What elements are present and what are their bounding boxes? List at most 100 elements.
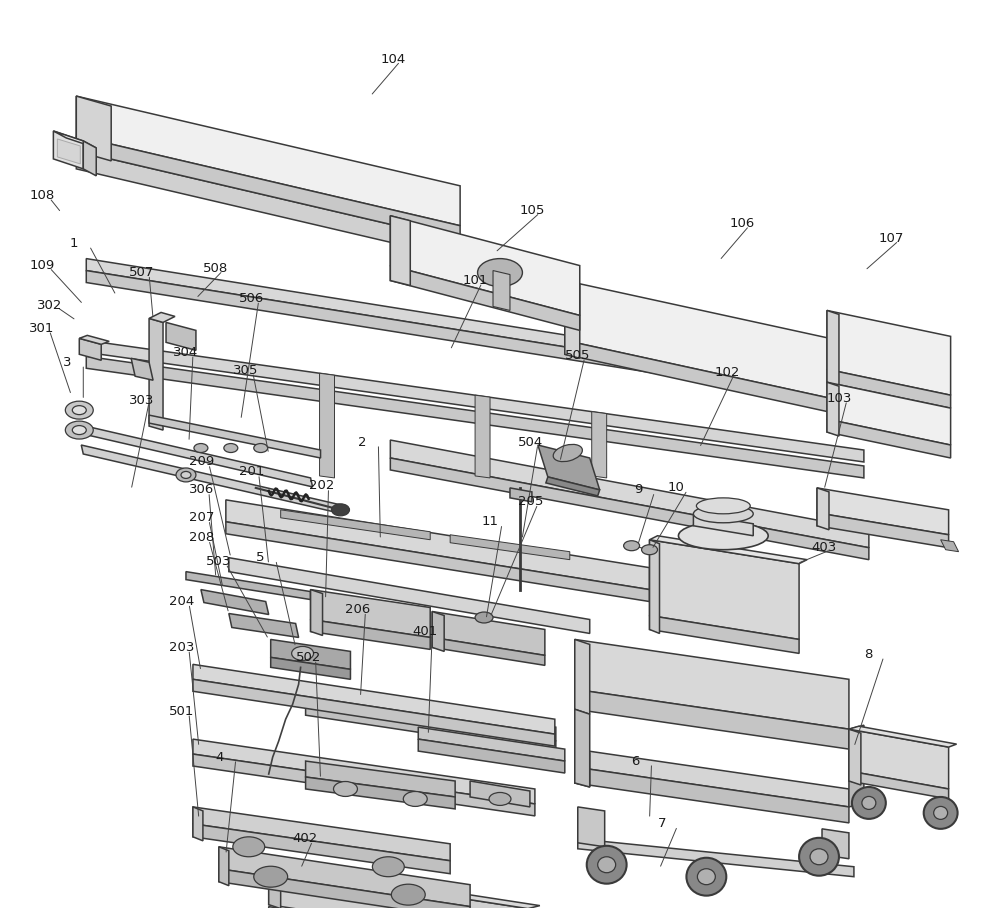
Polygon shape bbox=[817, 488, 829, 530]
Ellipse shape bbox=[934, 806, 948, 819]
Ellipse shape bbox=[254, 444, 268, 453]
Ellipse shape bbox=[924, 797, 958, 829]
Polygon shape bbox=[565, 340, 839, 415]
Polygon shape bbox=[650, 540, 660, 634]
Polygon shape bbox=[131, 358, 153, 380]
Polygon shape bbox=[86, 356, 864, 478]
Text: 2: 2 bbox=[358, 435, 367, 448]
Polygon shape bbox=[149, 415, 321, 458]
Ellipse shape bbox=[489, 793, 511, 805]
Ellipse shape bbox=[391, 884, 425, 905]
Text: 205: 205 bbox=[518, 495, 543, 508]
Text: 11: 11 bbox=[482, 515, 499, 528]
Polygon shape bbox=[575, 639, 590, 714]
Polygon shape bbox=[418, 739, 565, 773]
Text: 6: 6 bbox=[632, 754, 640, 767]
Polygon shape bbox=[470, 781, 530, 807]
Polygon shape bbox=[592, 412, 607, 478]
Polygon shape bbox=[83, 141, 96, 175]
Text: 508: 508 bbox=[203, 262, 228, 275]
Polygon shape bbox=[193, 679, 555, 746]
Ellipse shape bbox=[686, 858, 726, 895]
Polygon shape bbox=[827, 419, 951, 458]
Text: 101: 101 bbox=[462, 274, 487, 287]
Polygon shape bbox=[817, 513, 949, 548]
Ellipse shape bbox=[475, 612, 493, 623]
Ellipse shape bbox=[176, 468, 196, 482]
Polygon shape bbox=[493, 271, 510, 311]
Polygon shape bbox=[390, 215, 580, 315]
Polygon shape bbox=[271, 639, 350, 669]
Text: 507: 507 bbox=[129, 266, 155, 279]
Ellipse shape bbox=[697, 869, 715, 884]
Polygon shape bbox=[418, 727, 565, 761]
Text: 8: 8 bbox=[864, 648, 872, 661]
Polygon shape bbox=[510, 488, 532, 502]
Text: 402: 402 bbox=[293, 833, 318, 845]
Polygon shape bbox=[575, 639, 849, 729]
Polygon shape bbox=[450, 534, 570, 560]
Text: 305: 305 bbox=[233, 364, 258, 376]
Polygon shape bbox=[79, 338, 101, 360]
Text: 3: 3 bbox=[63, 355, 72, 369]
Ellipse shape bbox=[372, 857, 404, 876]
Polygon shape bbox=[86, 258, 849, 392]
Text: 9: 9 bbox=[635, 484, 643, 496]
Polygon shape bbox=[193, 807, 203, 841]
Text: 506: 506 bbox=[239, 292, 264, 305]
Ellipse shape bbox=[292, 646, 314, 660]
Ellipse shape bbox=[587, 845, 627, 884]
Text: 301: 301 bbox=[29, 322, 55, 335]
Polygon shape bbox=[306, 689, 556, 741]
Polygon shape bbox=[79, 335, 109, 345]
Ellipse shape bbox=[181, 472, 191, 478]
Ellipse shape bbox=[696, 498, 750, 514]
Text: 504: 504 bbox=[518, 435, 543, 448]
Polygon shape bbox=[578, 839, 854, 876]
Polygon shape bbox=[575, 749, 849, 807]
Polygon shape bbox=[475, 395, 490, 478]
Ellipse shape bbox=[224, 444, 238, 453]
Polygon shape bbox=[81, 445, 342, 514]
Text: 108: 108 bbox=[29, 189, 55, 203]
Text: 209: 209 bbox=[189, 455, 214, 468]
Polygon shape bbox=[849, 725, 864, 807]
Ellipse shape bbox=[598, 857, 616, 873]
Polygon shape bbox=[575, 709, 590, 787]
Ellipse shape bbox=[852, 787, 886, 819]
Text: 1: 1 bbox=[69, 237, 78, 250]
Text: 104: 104 bbox=[380, 53, 406, 65]
Text: 306: 306 bbox=[189, 484, 214, 496]
Ellipse shape bbox=[693, 504, 753, 523]
Ellipse shape bbox=[72, 425, 86, 435]
Ellipse shape bbox=[478, 258, 522, 286]
Polygon shape bbox=[311, 620, 430, 649]
Polygon shape bbox=[193, 807, 450, 861]
Polygon shape bbox=[849, 729, 949, 789]
Ellipse shape bbox=[72, 405, 86, 415]
Ellipse shape bbox=[678, 522, 768, 550]
Polygon shape bbox=[941, 540, 959, 552]
Text: 502: 502 bbox=[296, 651, 321, 664]
Ellipse shape bbox=[403, 792, 427, 806]
Text: 7: 7 bbox=[658, 817, 666, 830]
Polygon shape bbox=[53, 131, 96, 148]
Ellipse shape bbox=[810, 849, 828, 864]
Polygon shape bbox=[269, 865, 540, 909]
Polygon shape bbox=[575, 749, 590, 787]
Text: 103: 103 bbox=[827, 392, 852, 405]
Polygon shape bbox=[186, 572, 311, 600]
Polygon shape bbox=[827, 382, 839, 436]
Polygon shape bbox=[432, 612, 545, 655]
Polygon shape bbox=[827, 369, 951, 408]
Polygon shape bbox=[149, 313, 175, 323]
Polygon shape bbox=[226, 522, 650, 602]
Polygon shape bbox=[306, 704, 556, 753]
Text: 403: 403 bbox=[811, 541, 836, 554]
Polygon shape bbox=[219, 847, 229, 885]
Polygon shape bbox=[390, 440, 869, 548]
Polygon shape bbox=[827, 311, 839, 386]
Ellipse shape bbox=[65, 401, 93, 419]
Polygon shape bbox=[432, 637, 545, 665]
Ellipse shape bbox=[334, 782, 357, 796]
